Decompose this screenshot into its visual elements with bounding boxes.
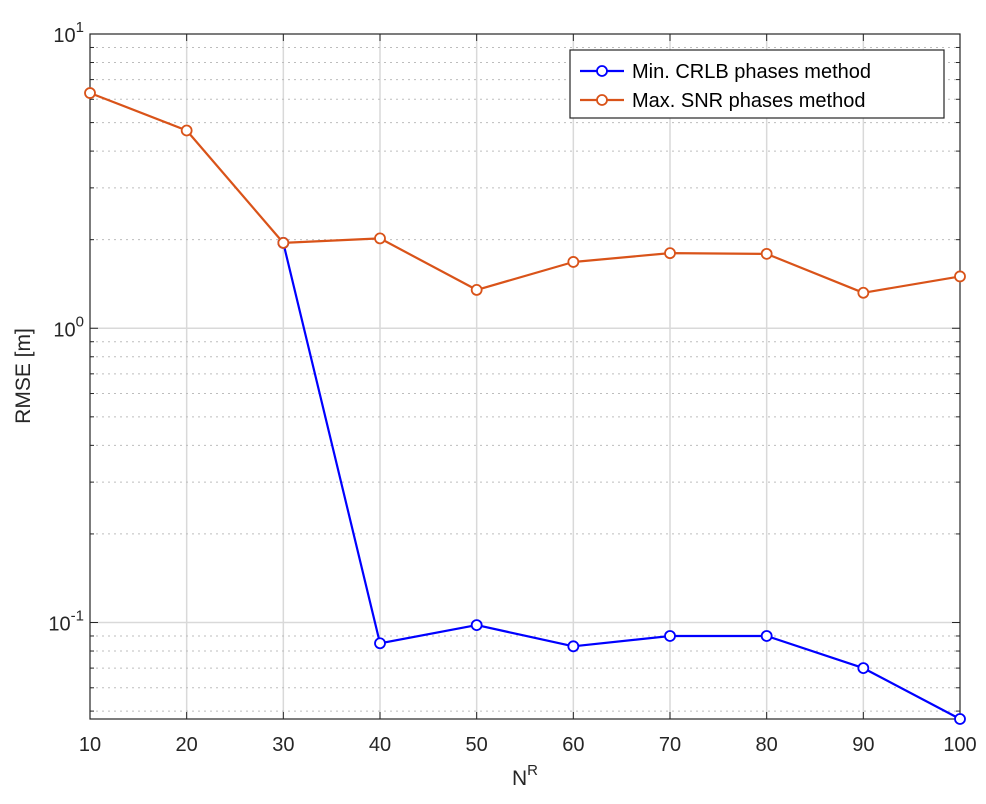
data-point-max-snr xyxy=(180,124,193,137)
legend-label-min-crlb: Min. CRLB phases method xyxy=(632,61,871,83)
data-point-min-crlb xyxy=(760,630,773,642)
axis-ticks xyxy=(89,33,961,719)
x-tick-label: 100 xyxy=(943,734,976,756)
data-point-min-crlb xyxy=(954,713,966,725)
y-tick-labels: 10-1 100 101 xyxy=(48,19,84,636)
y-axis-label: RMSE [m] xyxy=(12,328,35,424)
data-point-max-snr xyxy=(760,247,773,260)
data-point-max-snr xyxy=(857,286,870,299)
x-tick-label: 60 xyxy=(562,734,584,756)
data-point-max-snr xyxy=(84,87,96,99)
data-point-max-snr xyxy=(567,256,580,268)
data-point-min-crlb xyxy=(664,630,676,642)
data-point-min-crlb xyxy=(567,640,580,653)
x-tick-label: 10 xyxy=(79,734,101,756)
y-tick-label: 101 xyxy=(53,19,84,47)
data-point-min-crlb xyxy=(857,662,870,674)
data-point-max-snr xyxy=(470,284,483,296)
x-tick-label: 50 xyxy=(466,734,488,756)
series-line-max-snr xyxy=(89,91,961,294)
y-tick-label: 10-1 xyxy=(48,608,84,636)
grid xyxy=(90,34,960,719)
plot-area xyxy=(90,34,960,719)
x-tick-labels: 10 20 30 40 50 60 70 80 90 100 xyxy=(79,734,977,756)
data-point-min-crlb xyxy=(470,619,483,631)
x-tick-label: 70 xyxy=(659,734,681,756)
legend-marker-max-snr xyxy=(596,94,608,106)
legend-box xyxy=(569,49,945,119)
data-point-max-snr xyxy=(664,247,676,260)
data-point-max-snr xyxy=(374,232,386,245)
plot-frame xyxy=(89,33,961,720)
legend-label-max-snr: Max. SNR phases method xyxy=(632,90,865,112)
y-tick-label: 100 xyxy=(53,313,84,341)
series-layer xyxy=(84,87,966,725)
x-tick-label: 80 xyxy=(756,734,778,756)
data-point-min-crlb xyxy=(374,637,386,650)
legend: Min. CRLB phases method Max. SNR phases … xyxy=(569,49,945,119)
x-tick-label: 20 xyxy=(176,734,198,756)
x-tick-label: 40 xyxy=(369,734,391,756)
data-point-max-snr xyxy=(277,237,290,249)
series-line-min-crlb xyxy=(282,242,961,720)
x-tick-label: 90 xyxy=(852,734,874,756)
legend-marker-min-crlb xyxy=(596,65,608,77)
x-tick-label: 30 xyxy=(272,734,294,756)
x-axis-label: NR xyxy=(512,762,538,790)
data-point-max-snr xyxy=(954,270,966,283)
